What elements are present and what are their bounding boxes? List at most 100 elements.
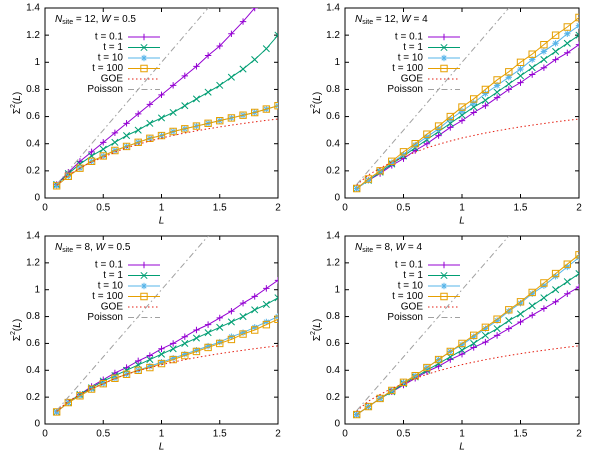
panel-title-part: site	[62, 19, 73, 26]
marker	[274, 102, 278, 110]
legend-label: t = 10	[398, 53, 424, 64]
marker	[216, 42, 223, 50]
plot-area	[353, 8, 579, 193]
marker	[274, 294, 278, 302]
marker	[529, 71, 536, 78]
marker	[274, 277, 278, 284]
marker	[111, 129, 119, 137]
marker	[239, 329, 247, 336]
marker	[146, 352, 154, 359]
legend-label: t = 10	[98, 53, 124, 64]
marker	[551, 269, 560, 278]
y-tick-label: 0.6	[26, 111, 40, 122]
marker	[564, 263, 571, 271]
panel: 0 0.5 1 1.5 200.20.40.60.811.21.4LΣ2(L)Nsite…	[10, 3, 281, 227]
marker	[239, 299, 247, 307]
marker	[399, 148, 408, 156]
panel-title-part: = 8,	[73, 242, 96, 253]
marker	[140, 33, 148, 41]
legend-label: Poisson	[387, 84, 423, 95]
marker	[388, 157, 396, 166]
y-axis-label-part: 2	[310, 104, 317, 108]
y-axis-label-part: L	[12, 95, 23, 101]
marker	[563, 39, 571, 47]
marker	[540, 48, 548, 55]
marker	[458, 346, 466, 354]
x-tick-label: 2	[275, 429, 281, 440]
panel-title-part: W	[401, 14, 412, 25]
marker	[482, 102, 489, 109]
marker	[169, 355, 177, 362]
marker	[470, 344, 477, 351]
panel-title-part: = 12,	[73, 14, 101, 25]
legend-label: t = 100	[92, 291, 123, 302]
marker	[388, 386, 396, 395]
legend-label: t = 100	[392, 291, 423, 302]
marker	[529, 312, 536, 319]
x-tick-label: 0.5	[397, 203, 411, 214]
x-axis-label: L	[459, 442, 465, 450]
marker	[140, 271, 148, 280]
y-tick-label: 1	[34, 57, 40, 68]
marker	[239, 313, 247, 321]
marker	[111, 146, 119, 155]
marker	[516, 298, 525, 306]
marker	[575, 41, 579, 48]
marker	[540, 282, 548, 289]
legend-label: GOE	[101, 74, 124, 85]
y-tick-label: 1.2	[326, 30, 340, 41]
marker	[517, 65, 524, 73]
panel-title-part: W	[396, 242, 407, 253]
marker	[263, 318, 270, 326]
y-tick-label: 0	[334, 419, 340, 430]
marker	[64, 398, 72, 407]
marker	[563, 23, 571, 31]
y-axis-label-part: Σ	[12, 335, 23, 341]
panel-title-part: = 0.5	[111, 14, 137, 25]
marker	[53, 408, 60, 416]
marker	[458, 107, 466, 115]
legend-label: t = 0.1	[95, 260, 124, 271]
y-axis-label-part: (	[312, 100, 323, 104]
x-axis-label: L	[159, 442, 165, 450]
y-tick-label: 0.4	[26, 365, 40, 376]
series-line	[356, 44, 579, 189]
x-tick-label: 1.5	[514, 203, 528, 214]
y-axis-label-part: Σ	[312, 335, 323, 341]
panel-title-part: N	[55, 242, 63, 253]
y-tick-label: 0.4	[26, 138, 40, 149]
marker	[540, 40, 548, 49]
x-tick-label: 1	[159, 429, 165, 440]
marker	[440, 282, 448, 290]
marker	[505, 80, 513, 88]
y-tick-label: 1.4	[26, 231, 40, 242]
marker	[575, 251, 579, 259]
marker	[552, 273, 559, 280]
series-line	[356, 345, 579, 412]
x-tick-label: 1	[459, 203, 465, 214]
marker	[552, 56, 559, 63]
series-line	[56, 105, 278, 187]
marker	[575, 283, 579, 291]
marker	[158, 345, 165, 352]
marker	[505, 68, 513, 76]
marker	[493, 325, 501, 333]
marker	[353, 184, 361, 193]
marker	[140, 261, 148, 269]
marker	[193, 63, 200, 70]
legend-label: t = 10	[398, 281, 424, 292]
x-tick-label: 0.5	[96, 429, 110, 440]
y-tick-label: 0.4	[326, 365, 340, 376]
marker	[64, 172, 72, 180]
marker	[505, 86, 512, 93]
marker	[564, 30, 571, 37]
y-tick-label: 1	[34, 284, 40, 295]
marker	[228, 30, 235, 37]
marker	[122, 132, 131, 140]
marker	[251, 108, 259, 117]
y-axis-label-part: Σ	[312, 108, 323, 114]
marker	[158, 359, 165, 366]
marker	[99, 380, 107, 388]
series-line	[56, 8, 256, 185]
